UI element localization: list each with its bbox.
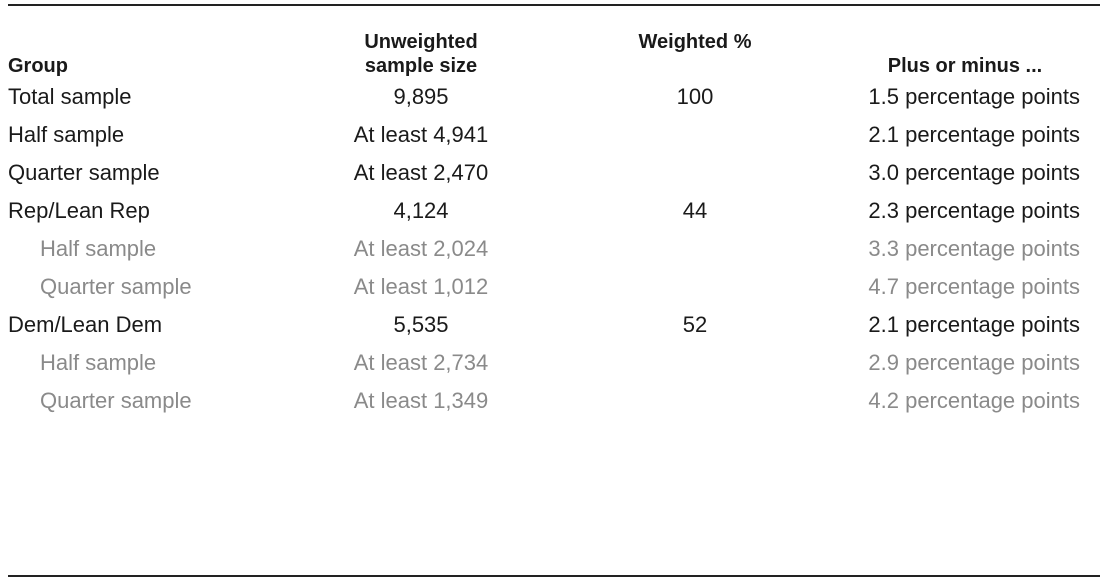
group-cell: Half sample	[8, 122, 125, 147]
header-group: Group	[8, 55, 68, 77]
group-cell: Quarter sample	[40, 388, 192, 413]
group-cell: Total sample	[8, 84, 132, 109]
header-unweighted: Unweighted sample size	[364, 31, 478, 77]
header-weighted: Weighted %	[638, 31, 752, 53]
margin-cell: 2.9 percentage points	[868, 350, 1080, 375]
margin-cell: 4.7 percentage points	[868, 274, 1080, 299]
margin-cell: 3.3 percentage points	[868, 236, 1080, 261]
sample-size-cell: At least 1,012	[353, 274, 489, 299]
margin-cell: 2.1 percentage points	[868, 122, 1080, 147]
group-cell: Quarter sample	[40, 274, 192, 299]
sample-size-cell: 5,535	[393, 312, 449, 337]
group-cell: Rep/Lean Rep	[8, 198, 150, 223]
weighted-cell: 44	[682, 198, 708, 223]
sample-size-cell: At least 2,024	[353, 236, 489, 261]
bottom-rule	[8, 575, 1100, 577]
sample-size-cell: At least 2,734	[353, 350, 489, 375]
margin-cell: 3.0 percentage points	[868, 160, 1080, 185]
group-cell: Dem/Lean Dem	[8, 312, 163, 337]
margin-cell: 1.5 percentage points	[868, 84, 1080, 109]
margin-cell: 2.1 percentage points	[868, 312, 1080, 337]
group-cell: Half sample	[40, 236, 157, 261]
group-cell: Half sample	[40, 350, 157, 375]
sample-size-cell: 9,895	[393, 84, 449, 109]
margin-cell: 2.3 percentage points	[868, 198, 1080, 223]
sample-size-cell: At least 2,470	[353, 160, 489, 185]
sample-size-cell: At least 1,349	[353, 388, 489, 413]
group-cell: Quarter sample	[8, 160, 160, 185]
top-rule	[8, 4, 1100, 6]
sample-size-cell: At least 4,941	[353, 122, 489, 147]
header-margin: Plus or minus ...	[887, 55, 1043, 77]
weighted-cell: 52	[682, 312, 708, 337]
margin-cell: 4.2 percentage points	[868, 388, 1080, 413]
weighted-cell: 100	[676, 84, 714, 109]
sample-size-cell: 4,124	[393, 198, 449, 223]
